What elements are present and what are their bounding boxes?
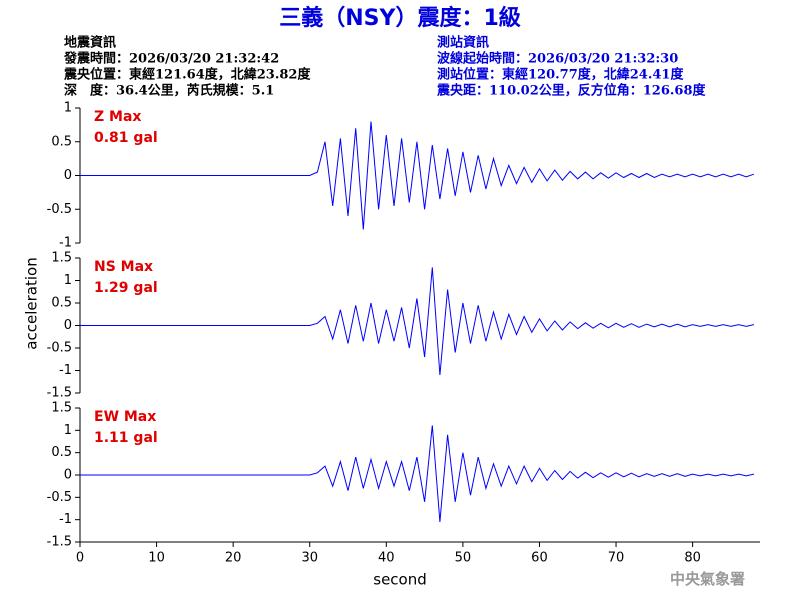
y-tick-label: 0.5 xyxy=(51,445,72,460)
panel-max: 1.11 gal xyxy=(94,430,158,446)
x-tick-label: 80 xyxy=(684,551,701,566)
panel-label: Z Max xyxy=(94,109,141,125)
waveform xyxy=(80,267,755,376)
y-tick-label: -1 xyxy=(59,363,72,378)
x-tick-label: 0 xyxy=(76,551,84,566)
footer: 中央氣象署 xyxy=(670,570,745,588)
y-tick-label: 0.5 xyxy=(51,134,72,149)
y-tick-label: -0.5 xyxy=(47,490,72,505)
waveform xyxy=(80,425,755,522)
y-tick-label: -1.5 xyxy=(47,386,72,401)
x-tick-label: 60 xyxy=(531,551,548,566)
x-axis-label: second xyxy=(373,571,427,589)
x-tick-label: 30 xyxy=(301,551,318,566)
y-tick-label: -1 xyxy=(59,236,72,251)
y-tick-label: -0.5 xyxy=(47,341,72,356)
y-tick-label: -0.5 xyxy=(47,202,72,217)
chart-title: 三義（NSY）震度：1級 xyxy=(279,5,521,31)
info-line: 深 度：36.4公里，芮氏規模：5.1 xyxy=(64,83,274,99)
y-axis-label: acceleration xyxy=(23,257,41,349)
y-tick-label: 0 xyxy=(64,168,72,183)
panel-label: NS Max xyxy=(94,259,153,275)
x-tick-label: 10 xyxy=(148,551,165,566)
panel-max: 0.81 gal xyxy=(94,130,158,146)
station-line: 震央距：110.02公里，反方位角：126.68度 xyxy=(436,83,707,99)
y-tick-label: 0 xyxy=(64,318,72,333)
y-tick-label: 1.5 xyxy=(51,251,72,266)
y-tick-label: 1 xyxy=(64,101,72,116)
info-line: 發震時間：2026/03/20 21:32:42 xyxy=(63,51,279,67)
x-tick-label: 50 xyxy=(455,551,472,566)
station-line: 波線起始時間：2026/03/20 21:32:30 xyxy=(437,51,678,67)
station-line: 測站位置：東經120.77度，北緯24.41度 xyxy=(437,67,684,83)
panel-max: 1.29 gal xyxy=(94,280,158,296)
station-line: 測站資訊 xyxy=(437,35,489,51)
y-tick-label: 1.5 xyxy=(51,401,72,416)
panel-label: EW Max xyxy=(94,409,156,425)
x-tick-label: 70 xyxy=(608,551,625,566)
y-tick-label: 1 xyxy=(64,423,72,438)
y-tick-label: -1.5 xyxy=(47,535,72,550)
x-tick-label: 20 xyxy=(225,551,242,566)
y-tick-label: -1 xyxy=(59,512,72,527)
info-line: 地震資訊 xyxy=(64,35,116,51)
x-tick-label: 40 xyxy=(378,551,395,566)
info-line: 震央位置：東經121.64度，北緯23.82度 xyxy=(63,67,311,83)
y-tick-label: 0 xyxy=(64,468,72,483)
waveform xyxy=(80,121,755,230)
y-tick-label: 1 xyxy=(64,273,72,288)
y-tick-label: 0.5 xyxy=(51,296,72,311)
